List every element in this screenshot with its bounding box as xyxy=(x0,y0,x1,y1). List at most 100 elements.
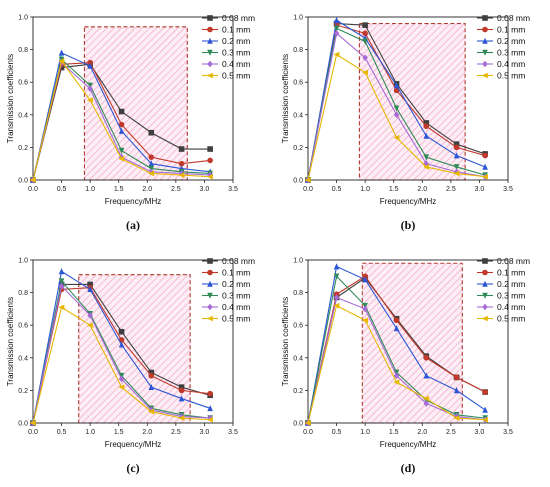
y-tick-label: 0.2 xyxy=(18,145,28,152)
legend-marker xyxy=(482,292,488,299)
data-point xyxy=(423,355,430,361)
legend-marker xyxy=(207,292,213,299)
legend-entry: 0.2 mm xyxy=(202,279,250,289)
legend-marker xyxy=(206,72,213,79)
chart-c: 0.0 0.5 1.0 1.5 2.0 2.5 3.0 3.5 0.0 0.2 0.4 0.6 0.8 1… xyxy=(6,256,255,449)
y-tick-label: 0.2 xyxy=(293,388,303,395)
x-tick-label: 0.0 xyxy=(303,429,313,436)
x-tick-label: 2.5 xyxy=(446,186,456,193)
legend-label: 0.2 mm xyxy=(497,279,525,289)
data-point xyxy=(423,400,430,407)
legend-label: 0.2 mm xyxy=(497,36,525,46)
plot-frame xyxy=(307,16,509,181)
data-point xyxy=(481,416,488,423)
x-tick-label: 1.0 xyxy=(85,186,95,193)
legend-label: 0.08 mm xyxy=(497,13,530,23)
data-point xyxy=(453,415,460,421)
data-point xyxy=(118,121,125,128)
data-point xyxy=(393,379,400,386)
data-point xyxy=(393,87,400,94)
data-point xyxy=(333,302,340,309)
data-point xyxy=(422,395,430,402)
data-point xyxy=(86,97,93,103)
x-tick-label: 0.0 xyxy=(303,186,313,193)
chart-panel-a: 0.0 0.5 1.0 1.5 2.0 2.5 3.0 3.5 0.0 0.2 0.4 0.6 0.8 1… xyxy=(0,0,275,243)
data-point xyxy=(58,268,65,275)
legend-entry: 0.1 mm xyxy=(202,268,250,278)
data-point xyxy=(148,369,155,376)
legend-marker xyxy=(482,15,488,21)
data-point xyxy=(453,170,460,177)
legend-entry: 0.2 mm xyxy=(202,36,250,46)
data-point xyxy=(362,305,368,313)
legend-marker xyxy=(207,60,213,68)
y-tick-label: 0.4 xyxy=(293,355,303,362)
data-point xyxy=(58,58,65,64)
data-point xyxy=(178,395,185,402)
y-axis-label: Transmission coefficients xyxy=(281,54,290,143)
data-point xyxy=(178,384,185,390)
y-tick-label: 0.4 xyxy=(18,355,28,362)
legend-entry: 0.5 mm xyxy=(202,314,250,324)
data-point xyxy=(482,406,488,413)
data-point xyxy=(29,177,36,183)
data-point xyxy=(333,51,340,58)
legend-entry: 0.2 mm xyxy=(477,36,525,46)
y-tick-label: 0.0 xyxy=(293,421,303,428)
x-tick-label: 0.5 xyxy=(332,186,342,193)
data-point xyxy=(87,85,93,93)
legend-marker xyxy=(207,26,213,33)
y-tick-label: 0.8 xyxy=(18,290,28,297)
data-point xyxy=(206,416,213,423)
series-0-5-mm xyxy=(29,304,213,426)
legend-entry: 0.4 mm xyxy=(202,59,250,69)
x-tick-label: 2.0 xyxy=(142,429,152,436)
y-axis-label: Transmission coefficients xyxy=(6,297,15,386)
legend-label: 0.08 mm xyxy=(222,13,255,23)
legend-entry: 0.3 mm xyxy=(477,291,525,301)
x-tick-label: 1.0 xyxy=(360,186,370,193)
legend-marker xyxy=(482,280,488,287)
data-point xyxy=(362,38,368,45)
y-tick-label: 1.0 xyxy=(293,258,303,265)
data-point xyxy=(393,105,400,112)
series-0-5-mm xyxy=(304,302,488,426)
x-tick-label: 0.0 xyxy=(28,429,38,436)
y-tick-label: 0.2 xyxy=(18,388,28,395)
chart-panel-d: 0.0 0.5 1.0 1.5 2.0 2.5 3.0 3.5 0.0 0.2 0.4 0.6 0.8 1… xyxy=(275,243,550,486)
chart-a: 0.0 0.5 1.0 1.5 2.0 2.5 3.0 3.5 0.0 0.2 0.4 0.6 0.8 1… xyxy=(6,13,255,206)
data-point xyxy=(362,276,368,283)
legend-label: 0.1 mm xyxy=(497,268,525,278)
x-tick-label: 2.5 xyxy=(171,429,181,436)
data-point xyxy=(58,49,65,56)
data-point xyxy=(87,62,93,69)
highlight-region xyxy=(83,26,188,181)
x-axis-label: Frequency/MHz xyxy=(105,197,161,206)
highlight-region xyxy=(358,22,466,181)
y-tick-label: 0.0 xyxy=(18,178,28,185)
legend-label: 0.5 mm xyxy=(222,314,250,324)
x-tick-label: 2.0 xyxy=(417,186,427,193)
data-point xyxy=(393,82,400,89)
x-tick-label: 1.5 xyxy=(114,429,124,436)
legend-entry: 0.4 mm xyxy=(477,302,525,312)
legend-label: 0.08 mm xyxy=(222,256,255,266)
x-tick-label: 3.5 xyxy=(503,186,513,193)
legend-entry: 0.5 mm xyxy=(202,71,250,81)
data-point xyxy=(453,164,460,171)
data-point xyxy=(453,413,460,420)
data-point xyxy=(86,322,93,328)
data-point xyxy=(423,132,430,139)
legend-marker xyxy=(207,280,213,287)
x-tick-label: 0.0 xyxy=(28,186,38,193)
data-point xyxy=(304,420,311,426)
legend-entry: 0.3 mm xyxy=(477,48,525,58)
y-tick-label: 0.0 xyxy=(293,178,303,185)
data-point xyxy=(87,281,93,288)
data-point xyxy=(393,317,400,324)
data-point xyxy=(58,278,65,285)
legend-label: 0.3 mm xyxy=(222,291,250,301)
legend-entry: 0.3 mm xyxy=(202,291,250,301)
legend-marker xyxy=(482,26,488,33)
highlight-region xyxy=(361,262,463,424)
